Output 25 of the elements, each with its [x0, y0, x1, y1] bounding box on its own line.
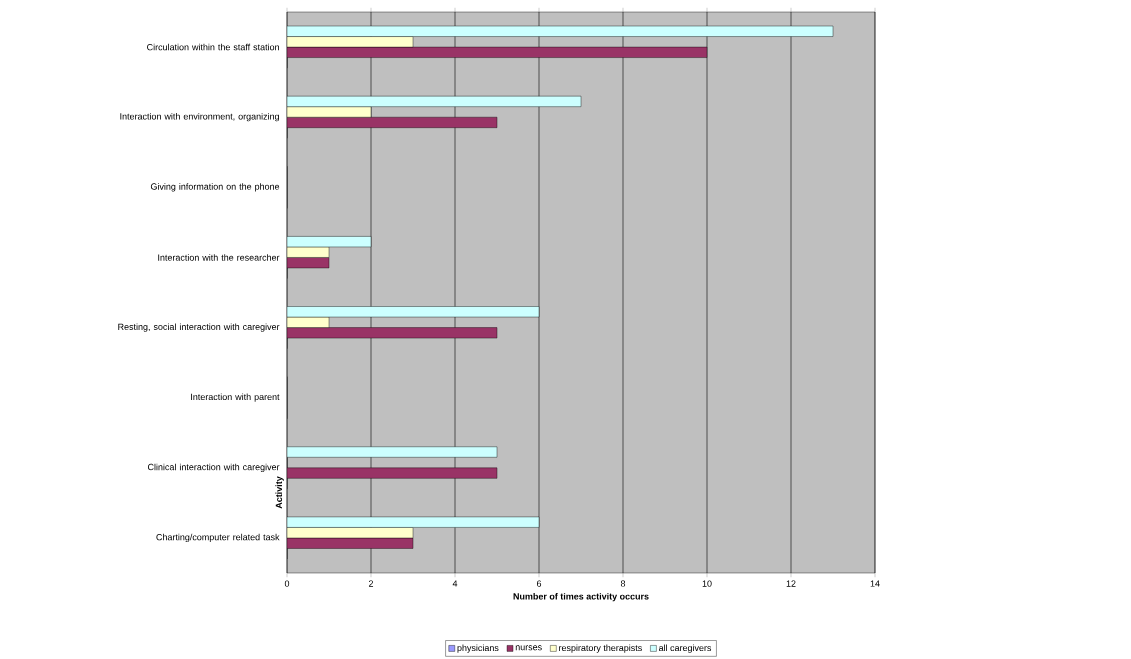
y-tick-label: Circulation within the staff station: [147, 43, 279, 51]
y-tick-label: Resting, social interaction with caregiver: [118, 323, 280, 332]
y-tick-label: Interaction with the researcher: [158, 254, 280, 261]
y-axis-title: Activity: [275, 476, 284, 509]
y-tick-label: Charting/computer related task: [156, 533, 280, 543]
x-tick-label: 6: [536, 580, 542, 587]
bar: [287, 446, 498, 458]
legend-label: respiratory therapists: [559, 644, 642, 653]
x-tick-label: 4: [452, 580, 458, 587]
legend-label: all caregivers: [658, 644, 712, 653]
y-tick-label: Clinical interaction with caregiver: [147, 463, 280, 472]
x-tick-label: 8: [620, 580, 626, 587]
x-tick-label: 2: [368, 580, 374, 587]
bar: [287, 106, 372, 118]
x-tick-label: 14: [870, 580, 880, 587]
x-tick-label: 10: [702, 580, 712, 587]
y-tick-label: Giving information on the phone: [150, 183, 280, 192]
y-tick-label: Interaction with parent: [191, 393, 280, 402]
x-axis-title: Number of times activity occurs: [513, 592, 649, 602]
x-tick-label: 12: [786, 580, 796, 587]
bar: [287, 467, 498, 479]
x-tick-label: 0: [284, 580, 290, 587]
legend-label: nurses: [515, 645, 542, 651]
legend-label: physicians: [457, 644, 499, 653]
y-tick-label: Interaction with environment, organizing: [120, 113, 279, 122]
